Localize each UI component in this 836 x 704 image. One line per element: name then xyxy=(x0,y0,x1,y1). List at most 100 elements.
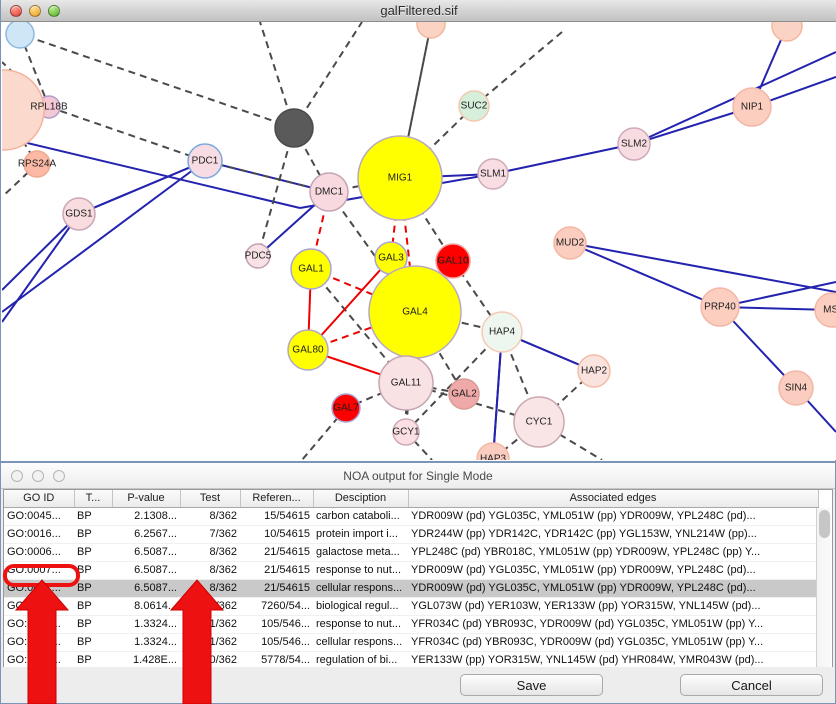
graph-node-pdc5[interactable] xyxy=(245,243,271,269)
scrollbar-thumb[interactable] xyxy=(819,510,830,538)
noa-output-dialog: NOA output for Single Mode GO ID T... P-va… xyxy=(0,462,836,704)
cell-test: 8/362 xyxy=(180,543,240,562)
cell-reference: 7260/54... xyxy=(240,597,313,616)
table-row[interactable]: GO:0045... BP 2.1308... 8/362 15/54615 carbon… xyxy=(4,507,818,526)
graph-edge[interactable] xyxy=(48,106,206,162)
graph-edge[interactable] xyxy=(633,106,753,145)
graph-edge[interactable] xyxy=(2,136,301,209)
cell-edges: YER133W (pp) YOR315W, YNL145W (pd) YHR08… xyxy=(408,651,818,668)
cell-go-id: GO:0031... xyxy=(4,633,74,652)
graph-edge[interactable] xyxy=(2,61,50,108)
graph-node-prp40[interactable] xyxy=(700,287,740,327)
graph-edge[interactable] xyxy=(2,213,80,323)
cell-test: 94/362 xyxy=(180,597,240,616)
cell-edges: YDR009W (pd) YGL035C, YML051W (pp) YDR00… xyxy=(408,507,818,526)
table-vertical-scrollbar[interactable] xyxy=(816,508,831,668)
graph-node-gal10[interactable] xyxy=(435,243,471,279)
cell-p-value: 6.5087... xyxy=(112,561,180,580)
graph-node-gal11[interactable] xyxy=(378,355,434,411)
cell-p-value: 1.3324... xyxy=(112,633,180,652)
column-header-p-value[interactable]: P-value xyxy=(112,490,181,508)
graph-node-slm2[interactable] xyxy=(617,127,651,161)
graph-node-msi[interactable] xyxy=(814,292,836,328)
maximize-icon[interactable] xyxy=(48,4,60,17)
graph-node-gcy1[interactable] xyxy=(392,418,420,446)
graph-edge[interactable] xyxy=(204,160,330,193)
graph-node-hap2[interactable] xyxy=(577,354,611,388)
graph-node-rps24a[interactable] xyxy=(23,150,51,178)
graph-node-pdc1[interactable] xyxy=(187,143,223,179)
graph-node[interactable] xyxy=(274,108,314,148)
cell-reference: 10/54615 xyxy=(240,525,313,544)
graph-edge[interactable] xyxy=(719,281,836,308)
table-row[interactable]: GO:0007... BP 6.5087... 8/362 21/54615 respon… xyxy=(4,561,818,580)
graph-edge[interactable] xyxy=(293,22,363,129)
graph-node[interactable] xyxy=(416,22,446,39)
graph-node[interactable] xyxy=(2,69,45,151)
graph-edge[interactable] xyxy=(569,242,836,293)
table-row[interactable]: GO:0065... BP 8.0614... 94/362 7260/54... bio… xyxy=(4,597,818,616)
cell-reference: 15/54615 xyxy=(240,507,313,526)
network-graph-canvas[interactable]: RPL18B RPS24A GDS1 PDC1 PDC5 DMC1 SUC2 MIG1 SLM1… xyxy=(2,22,836,460)
graph-node-dmc1[interactable] xyxy=(309,172,349,212)
cell-p-value: 8.0614... xyxy=(112,597,180,616)
table-row[interactable]: GO:0016... BP 6.2567... 7/362 10/54615 protei… xyxy=(4,525,818,544)
save-button[interactable]: Save xyxy=(460,674,603,696)
graph-node-sin4[interactable] xyxy=(778,370,814,406)
graph-node-gal1[interactable] xyxy=(290,248,332,290)
column-header-go-id[interactable]: GO ID xyxy=(4,490,75,508)
graph-node[interactable] xyxy=(5,22,35,49)
graph-edge[interactable] xyxy=(492,143,635,175)
graph-edge[interactable] xyxy=(2,160,206,313)
graph-edge[interactable] xyxy=(569,242,721,308)
results-table-container[interactable]: GO ID T... P-value Test Referen... Desciption… xyxy=(3,489,833,669)
minimize-icon[interactable] xyxy=(29,4,41,17)
table-row[interactable]: GO:0031... BP 1.3324... 11/362 105/546... cel… xyxy=(4,633,818,652)
graph-node-hap3[interactable] xyxy=(476,442,510,460)
cell-type: BP xyxy=(74,507,112,526)
cell-type: BP xyxy=(74,525,112,544)
table-header-row: GO ID T... P-value Test Referen... Desciption… xyxy=(4,490,819,508)
cancel-button[interactable]: Cancel xyxy=(680,674,823,696)
graph-edge[interactable] xyxy=(2,163,38,198)
cell-go-id: GO:0031... xyxy=(4,615,74,634)
column-header-referen[interactable]: Referen... xyxy=(240,490,314,508)
table-row[interactable]: GO:0031... BP 1.3324... 11/362 105/546... res… xyxy=(4,615,818,634)
graph-node-mig1[interactable] xyxy=(357,135,443,221)
graph-node-slm1[interactable] xyxy=(477,158,509,190)
column-header-t[interactable]: T... xyxy=(74,490,113,508)
graph-node-gds1[interactable] xyxy=(62,197,96,231)
column-header-desciption[interactable]: Desciption xyxy=(313,490,409,508)
graph-node[interactable] xyxy=(771,22,803,42)
graph-node-gal7[interactable] xyxy=(331,393,361,423)
graph-edge[interactable] xyxy=(2,213,80,291)
close-icon[interactable] xyxy=(11,469,23,482)
minimize-icon[interactable] xyxy=(32,469,44,482)
maximize-icon[interactable] xyxy=(53,469,65,482)
graph-edge[interactable] xyxy=(19,33,295,129)
window-titlebar: galFiltered.sif xyxy=(1,0,836,22)
graph-node-nip1[interactable] xyxy=(732,87,772,127)
graph-node-hap4[interactable] xyxy=(481,311,523,353)
table-row[interactable]: GO:0006... BP 6.5087... 8/362 21/54615 galact… xyxy=(4,543,818,562)
graph-edge[interactable] xyxy=(257,127,295,257)
graph-node-gal80[interactable] xyxy=(287,329,329,371)
cell-test: 8/362 xyxy=(180,561,240,580)
graph-node-gal2[interactable] xyxy=(448,378,480,410)
cell-reference: 21/54615 xyxy=(240,561,313,580)
graph-node-gal4[interactable] xyxy=(368,265,462,359)
graph-edge[interactable] xyxy=(492,331,503,460)
graph-edge[interactable] xyxy=(473,31,563,107)
dialog-button-bar: Save Cancel xyxy=(1,667,835,703)
cell-p-value: 6.2567... xyxy=(112,525,180,544)
column-header-test[interactable]: Test xyxy=(180,490,241,508)
column-header-associated-edges[interactable]: Associated edges xyxy=(408,490,819,508)
cell-type: BP xyxy=(74,615,112,634)
close-icon[interactable] xyxy=(10,4,22,17)
cell-edges: YFR034C (pd) YBR093C, YDR009W (pd) YGL03… xyxy=(408,633,818,652)
table-row[interactable]: GO:0031... BP 6.5087... 8/362 21/54615 cellul… xyxy=(4,579,818,598)
graph-node-suc2[interactable] xyxy=(458,90,490,122)
graph-node-cyc1[interactable] xyxy=(513,396,565,448)
graph-edge[interactable] xyxy=(78,160,206,215)
graph-node-mud2[interactable] xyxy=(553,226,587,260)
